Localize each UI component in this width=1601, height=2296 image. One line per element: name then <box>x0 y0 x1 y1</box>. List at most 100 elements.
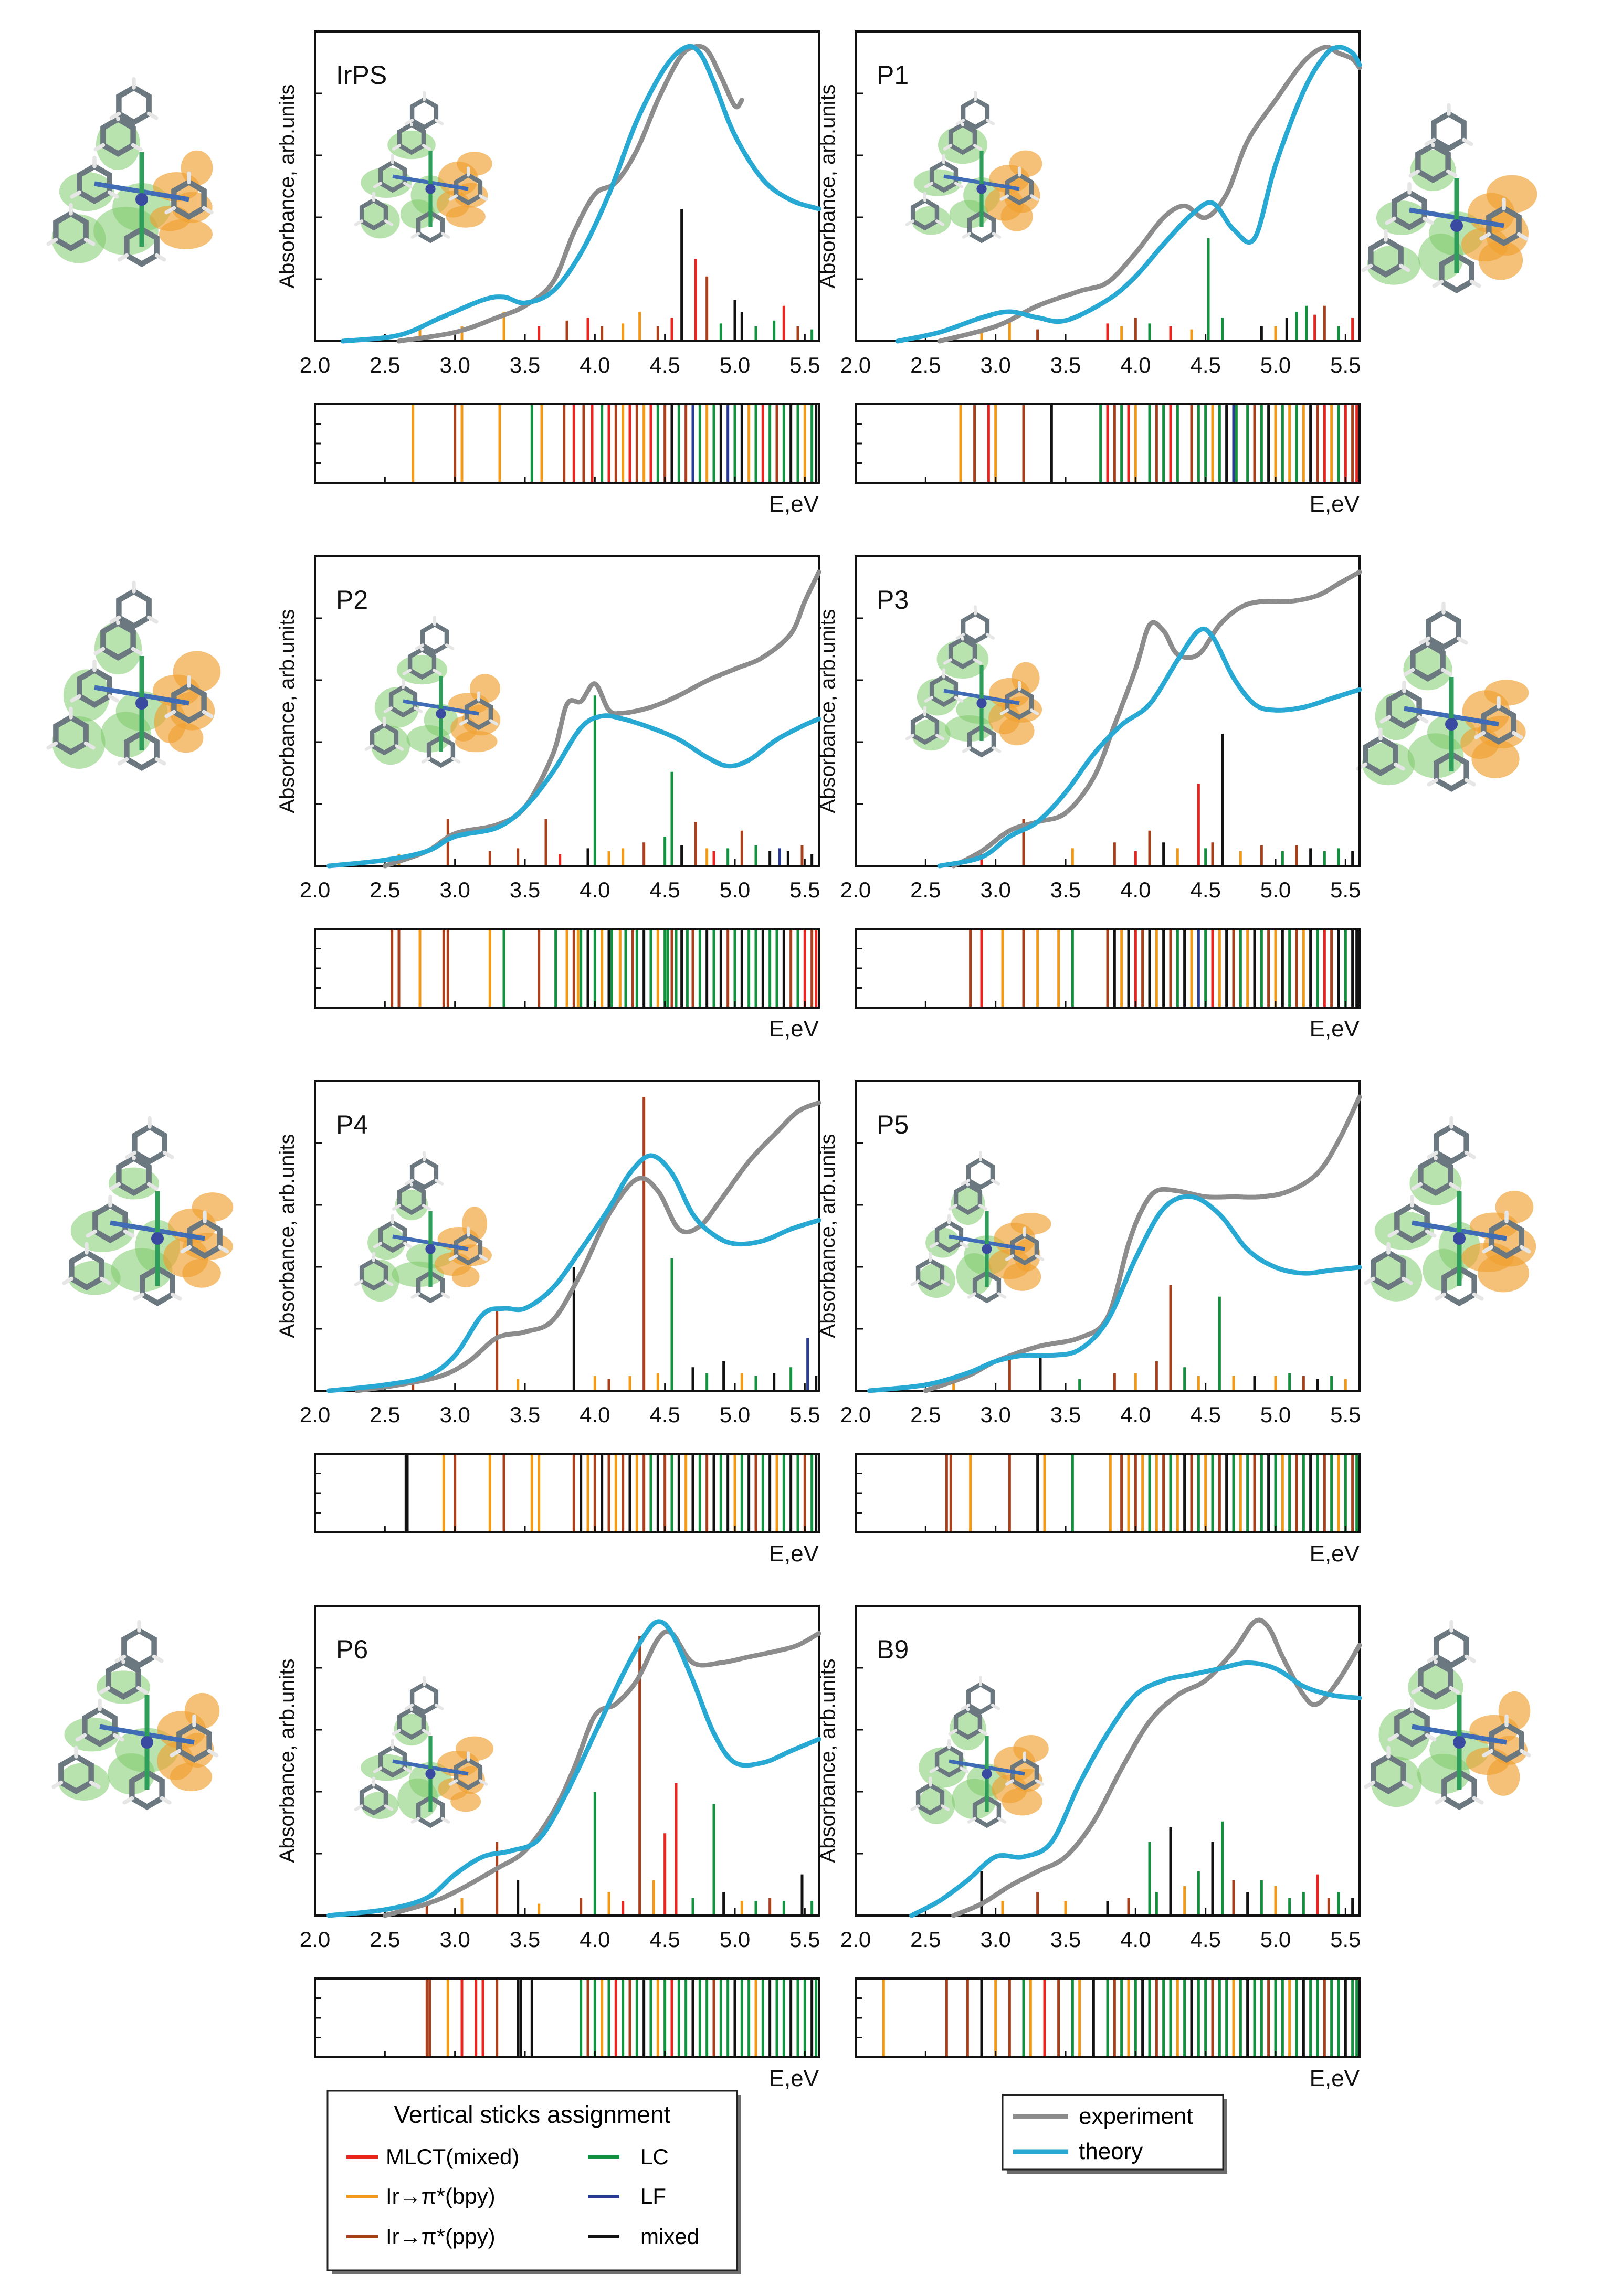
hydrogen-bond-stick <box>1427 778 1439 787</box>
iridium-center <box>141 1736 153 1749</box>
x-tick-label: 4.0 <box>580 1402 610 1427</box>
orbital-lobe <box>918 1263 955 1298</box>
aromatic-ring <box>124 729 160 771</box>
hydrogen-bond-stick <box>962 746 972 753</box>
hydrogen-bond-stick <box>217 1245 229 1254</box>
aromatic-ring <box>53 714 89 756</box>
aromatic-ring <box>1386 687 1422 729</box>
hydrogen-bond-stick <box>1364 1780 1376 1789</box>
hydrogen-bond-stick <box>1456 636 1468 645</box>
hydrogen-bond-stick <box>112 1733 124 1742</box>
orbital-lobe <box>1478 240 1523 280</box>
x-tick-label: 4.5 <box>649 877 680 902</box>
x-tick-label: 2.5 <box>910 1402 941 1427</box>
hydrogen-bond-stick <box>459 719 469 726</box>
hydrogen-bond-stick <box>1448 1686 1460 1695</box>
orbital-lobe <box>1376 200 1427 235</box>
hydrogen-bond-stick <box>1448 1182 1460 1191</box>
hydrogen-bond-stick <box>1472 1292 1484 1301</box>
aromatic-ring <box>910 197 940 231</box>
hydrogen-bond-stick <box>440 1817 450 1824</box>
aromatic-ring <box>966 1157 995 1190</box>
x-tick-label: 3.0 <box>980 353 1010 377</box>
orbital-lobe <box>1471 739 1520 778</box>
hydrogen-bond-stick <box>125 1150 137 1159</box>
aromatic-ring <box>370 722 399 756</box>
hydrogen-bond-stick <box>985 633 995 640</box>
x-tick-label: 3.5 <box>1050 877 1081 902</box>
aromatic-ring <box>1010 1232 1039 1266</box>
orbital-lobe <box>394 1713 429 1746</box>
sticks-legend-title: Vertical sticks assignment <box>394 2101 671 2128</box>
aromatic-ring <box>1005 686 1034 720</box>
orbital-lobe <box>446 205 486 228</box>
x-tick-label: 4.0 <box>1120 1927 1151 1952</box>
hydrogen-bond-stick <box>1482 1749 1494 1758</box>
legend-label-ir-bpy: Ir→π*(bpy) <box>386 2184 496 2208</box>
x-tick-label: 4.0 <box>1120 1402 1151 1427</box>
aromatic-ring <box>966 1681 995 1715</box>
hydrogen-bond-stick <box>99 1686 111 1695</box>
iridium-center <box>135 193 148 206</box>
hydrogen-bond-stick <box>123 1229 135 1238</box>
hydrogen-bond-stick <box>1035 1254 1045 1261</box>
hydrogen-bond-stick <box>86 1229 98 1238</box>
aromatic-ring <box>948 636 977 670</box>
aromatic-ring <box>1441 1769 1477 1811</box>
hydrogen-bond-stick <box>122 1796 134 1805</box>
x-tick-label: 5.0 <box>1260 353 1291 377</box>
hydrogen-bond-stick <box>410 1817 420 1824</box>
aromatic-ring <box>961 97 990 130</box>
spectrum-panel-b9: 2.0 2.5 3.0 3.5 4.0 4.5 5.0 5.5 Absorbance, arb.… <box>816 1605 1531 2091</box>
aromatic-ring <box>1434 1123 1469 1165</box>
hydrogen-bond-stick <box>1435 1796 1447 1805</box>
hydrogen-bond-stick <box>109 615 121 624</box>
aromatic-ring <box>1434 1627 1469 1669</box>
orbital-lobe <box>361 167 412 198</box>
aromatic-ring <box>953 1707 983 1740</box>
hydrogen-bond-stick <box>1387 1229 1399 1238</box>
aromatic-ring <box>132 1123 167 1165</box>
hydrogen-bond-stick <box>89 1780 101 1789</box>
hydrogen-bond-stick <box>1035 1779 1045 1786</box>
hydrogen-bond-stick <box>478 1254 488 1261</box>
orbital-lobe <box>371 725 410 765</box>
hydrogen-bond-stick <box>434 119 444 125</box>
orbital-lobe <box>58 1763 110 1801</box>
hydrogen-bond-stick <box>991 1704 1000 1710</box>
molecule-structure <box>62 1116 234 1307</box>
hydrogen-bond-stick <box>961 1179 971 1186</box>
hydrogen-bond-stick <box>202 710 214 718</box>
aromatic-ring <box>953 1182 983 1215</box>
panel-title: P6 <box>336 1635 368 1664</box>
hydrogen-bond-stick <box>1432 279 1444 288</box>
aromatic-ring <box>1368 236 1404 278</box>
x-tick-label: 2.5 <box>370 877 400 902</box>
aromatic-ring <box>1481 703 1516 745</box>
y-axis-label: Absorbance, arb.units <box>276 1134 299 1338</box>
x-tick-label: 3.5 <box>510 877 540 902</box>
hydrogen-bond-stick <box>114 1654 127 1663</box>
panel-title: P5 <box>877 1110 909 1139</box>
x-tick-label: 4.5 <box>649 353 680 377</box>
hydrogen-bond-stick <box>910 1279 920 1286</box>
hydrogen-bond-stick <box>1440 668 1452 676</box>
hydrogen-bond-stick <box>910 1804 920 1811</box>
hydrogen-bond-stick <box>991 1179 1000 1186</box>
hydrogen-bond-stick <box>202 206 214 215</box>
hydrogen-bond-stick <box>136 1686 148 1695</box>
aromatic-ring <box>1418 1155 1453 1197</box>
hydrogen-bond-stick <box>131 143 143 152</box>
iridium-center <box>1445 718 1458 731</box>
hydrogen-bond-stick <box>207 1749 219 1758</box>
legend-label-experiment: experiment <box>1079 2103 1193 2129</box>
x-tick-label: 3.5 <box>510 1402 540 1427</box>
aromatic-ring <box>961 611 990 644</box>
hydrogen-bond-stick <box>46 237 58 246</box>
orbital-lobe <box>159 219 213 249</box>
orbital-lobe <box>184 1692 220 1729</box>
legend-label-ir-ppy: Ir→π*(ppy) <box>386 2224 496 2249</box>
hydrogen-bond-stick <box>354 219 364 226</box>
x-tick-label: 5.5 <box>789 1402 820 1427</box>
x-tick-label: 2.5 <box>370 1927 400 1952</box>
